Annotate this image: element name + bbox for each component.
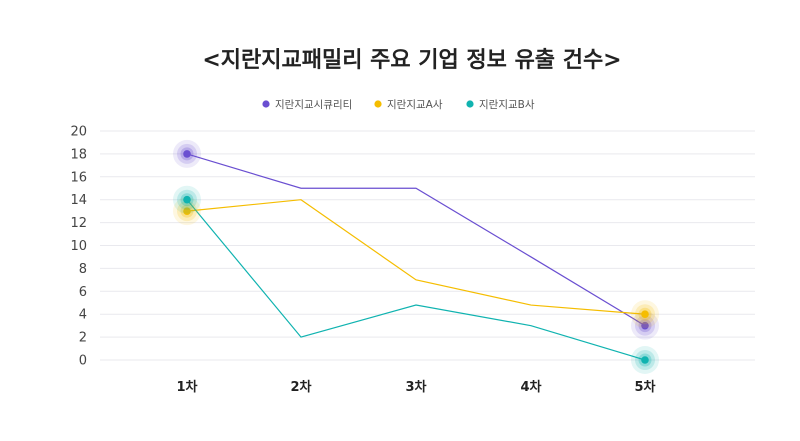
- legend-marker: [374, 100, 382, 108]
- series-lines: [186, 153, 646, 361]
- y-tick-label: 8: [79, 262, 87, 277]
- data-point: [173, 139, 201, 168]
- data-point: [173, 185, 201, 214]
- chart-title: <지란지교패밀리 주요 기업 정보 유출 건수>: [202, 48, 621, 73]
- y-tick-label: 16: [70, 170, 87, 185]
- legend-item: 지란지교A사: [374, 99, 443, 111]
- legend-marker: [466, 100, 474, 108]
- x-tick-label: 2차: [290, 379, 311, 395]
- x-axis: 1차 2차 3차 4차 5차: [176, 379, 655, 395]
- gridlines: [100, 130, 755, 361]
- y-tick-label: 20: [70, 125, 87, 140]
- legend-label: 지란지교B사: [479, 99, 535, 111]
- y-tick-label: 12: [70, 216, 87, 231]
- x-tick-label: 1차: [176, 379, 197, 395]
- y-tick-label: 6: [79, 285, 87, 300]
- data-point: [173, 197, 201, 226]
- series-line: [186, 199, 646, 361]
- x-tick-label: 5차: [634, 379, 655, 395]
- data-point: [631, 311, 659, 340]
- y-tick-label: 18: [70, 147, 87, 162]
- series-points: [173, 139, 659, 374]
- y-tick-label: 10: [70, 239, 87, 254]
- y-tick-label: 14: [70, 193, 87, 208]
- x-tick-label: 3차: [405, 379, 426, 395]
- legend: 지란지교시큐리티 지란지교A사 지란지교B사: [262, 99, 535, 111]
- y-axis: 0 2 4 6 8 10 12 14 16 18 20: [70, 125, 87, 369]
- data-point: [631, 346, 659, 374]
- legend-label: 지란지교시큐리티: [275, 99, 352, 111]
- series-line: [186, 199, 646, 315]
- data-point: [631, 300, 659, 329]
- legend-item: 지란지교B사: [466, 99, 535, 111]
- y-tick-label: 0: [79, 354, 87, 369]
- legend-label: 지란지교A사: [387, 99, 443, 111]
- y-tick-label: 2: [79, 331, 87, 346]
- legend-item: 지란지교시큐리티: [262, 99, 352, 111]
- legend-marker: [262, 100, 270, 108]
- series-line: [186, 153, 646, 327]
- y-tick-label: 4: [79, 308, 87, 323]
- x-tick-label: 4차: [520, 379, 541, 395]
